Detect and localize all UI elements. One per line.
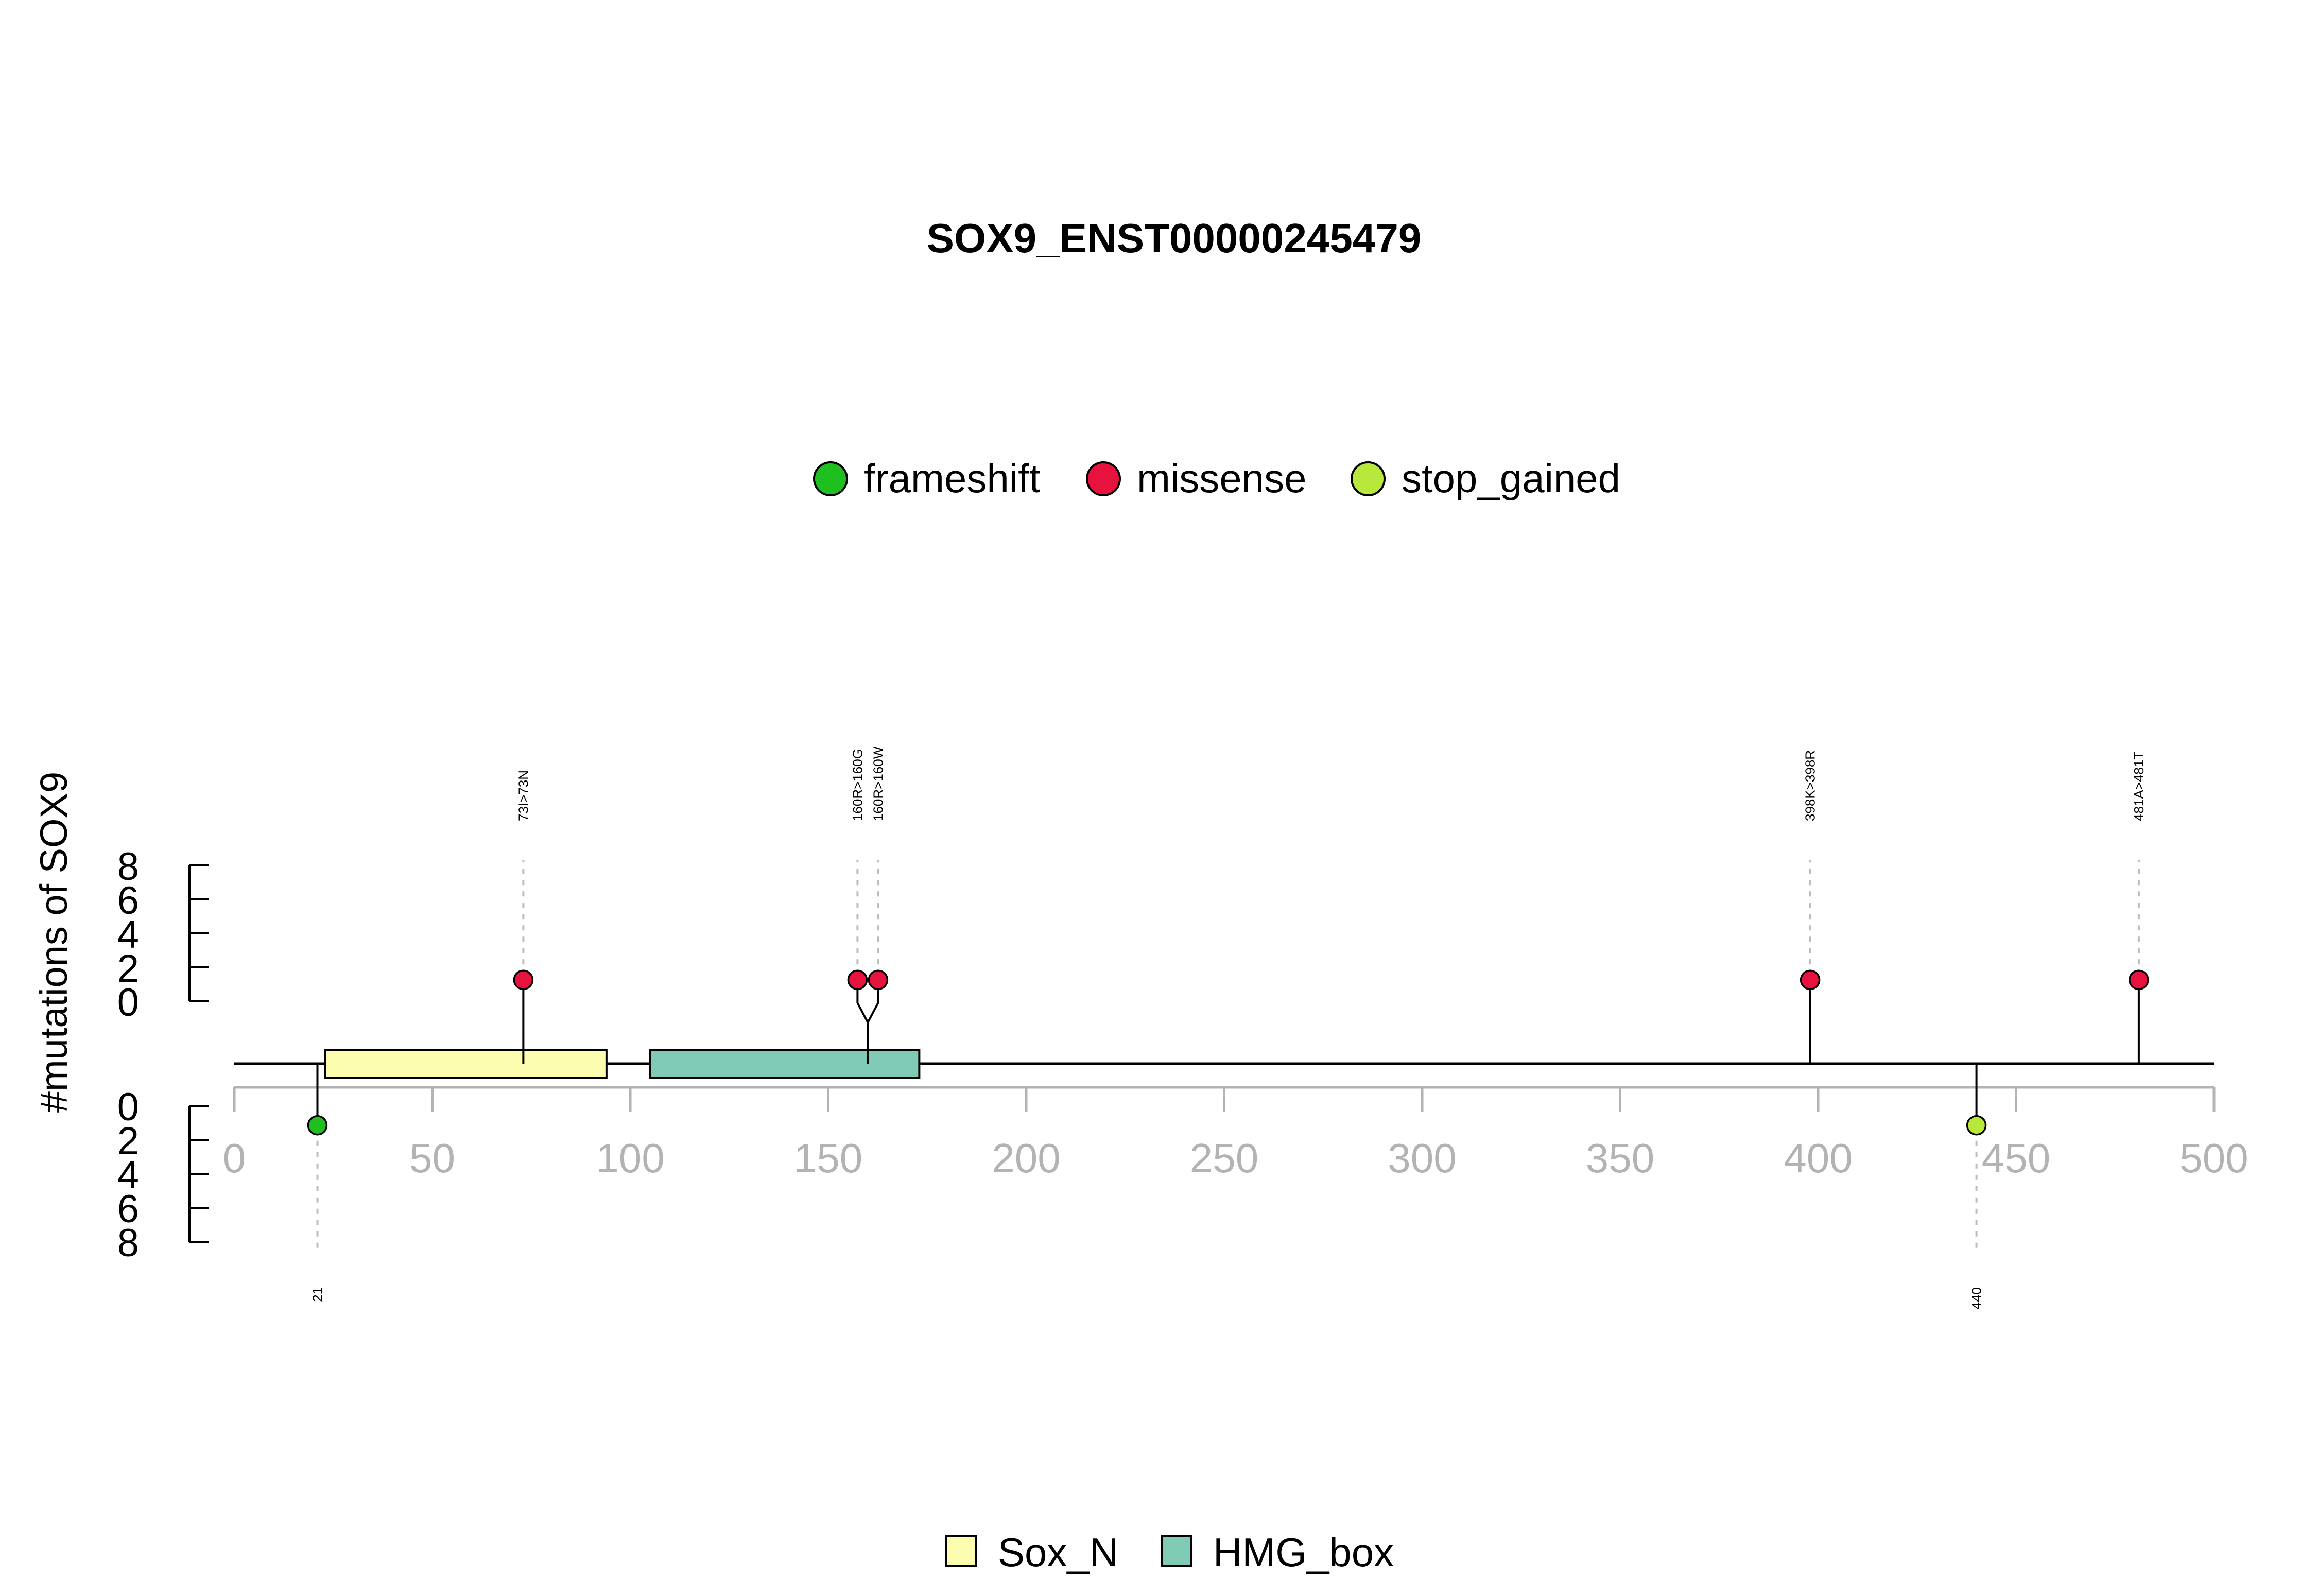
domain-legend-swatch-Sox_N (945, 1535, 977, 1567)
bottom-y-tick-label: 4 (117, 1153, 139, 1197)
mutation-label: 160R>160G (850, 749, 865, 821)
x-tick-label: 100 (596, 1135, 664, 1181)
legend-marker-missense (1086, 461, 1121, 496)
mutation-head-missense (2129, 969, 2149, 990)
bottom-y-tick-label: 2 (117, 1119, 139, 1163)
mutation-head-missense (847, 969, 868, 990)
domain-box-HMG_box (649, 1049, 921, 1079)
mutation-label: 73I>73N (515, 770, 531, 821)
x-tick-label: 350 (1586, 1135, 1654, 1181)
mutation-lollipops (316, 860, 2140, 1251)
legend-marker-stop_gained (1351, 461, 1386, 496)
y-axis-label: #mutations of SOX9 (32, 772, 75, 1113)
mutation-stem (867, 980, 879, 1064)
x-tick-label: 0 (223, 1135, 246, 1181)
x-tick-label: 400 (1784, 1135, 1852, 1181)
x-tick-label: 250 (1190, 1135, 1258, 1181)
top-y-tick-label: 6 (117, 879, 139, 923)
x-tick-label: 200 (992, 1135, 1060, 1181)
x-tick-label: 500 (2180, 1135, 2248, 1181)
x-tick-label: 150 (794, 1135, 862, 1181)
mutation-label: 160R>160W (870, 746, 886, 821)
legend-label-stop_gained: stop_gained (1402, 456, 1620, 501)
domain-legend-swatch-HMG_box (1161, 1535, 1192, 1567)
bottom-y-tick-label: 6 (117, 1187, 139, 1231)
mutation-label: 440 (1969, 1287, 1984, 1309)
domain-boxes (324, 1049, 921, 1079)
top-y-tick-label: 0 (117, 981, 139, 1025)
mutation-legend: frameshift missense stop_gained (813, 456, 1620, 501)
mutation-head-frameshift (307, 1115, 328, 1136)
domain-legend-label-HMG_box: HMG_box (1213, 1530, 1394, 1575)
x-tick-label: 300 (1388, 1135, 1456, 1181)
mutation-label: 481A>481T (2131, 752, 2147, 821)
mutation-stems (316, 860, 2140, 1251)
legend-label-frameshift: frameshift (864, 456, 1041, 501)
mutation-label: 398K>398R (1803, 750, 1818, 821)
domain-legend: Sox_N HMG_box (945, 1530, 1394, 1575)
x-tick-label: 50 (409, 1135, 455, 1181)
top-y-tick-label: 2 (117, 947, 139, 991)
mutation-head-missense (868, 969, 889, 990)
mutation-head-missense (1800, 969, 1821, 990)
bottom-y-tick-label: 0 (117, 1085, 139, 1129)
legend-label-missense: missense (1137, 456, 1306, 501)
domain-legend-label-Sox_N: Sox_N (998, 1530, 1118, 1575)
x-tick-label: 450 (1982, 1135, 2050, 1181)
mutation-label: 21 (309, 1287, 325, 1302)
chart-title: SOX9_ENST00000245479 (927, 215, 1422, 261)
mutation-head-stop_gained (1966, 1115, 1987, 1136)
mutation-heads: 21 73I>73N 160R>160G 160R>160W 398K>398R 440 4… (307, 746, 2149, 1309)
legend-marker-frameshift (813, 461, 848, 496)
mutation-head-missense (513, 969, 534, 990)
domain-box-Sox_N (324, 1049, 608, 1079)
top-y-tick-label: 8 (117, 845, 139, 889)
x-axis: 0 50 100 150 200 250 300 350 400 450 500 (223, 1086, 2249, 1181)
top-y-tick-label: 4 (117, 913, 139, 957)
bottom-y-tick-label: 8 (117, 1221, 139, 1265)
